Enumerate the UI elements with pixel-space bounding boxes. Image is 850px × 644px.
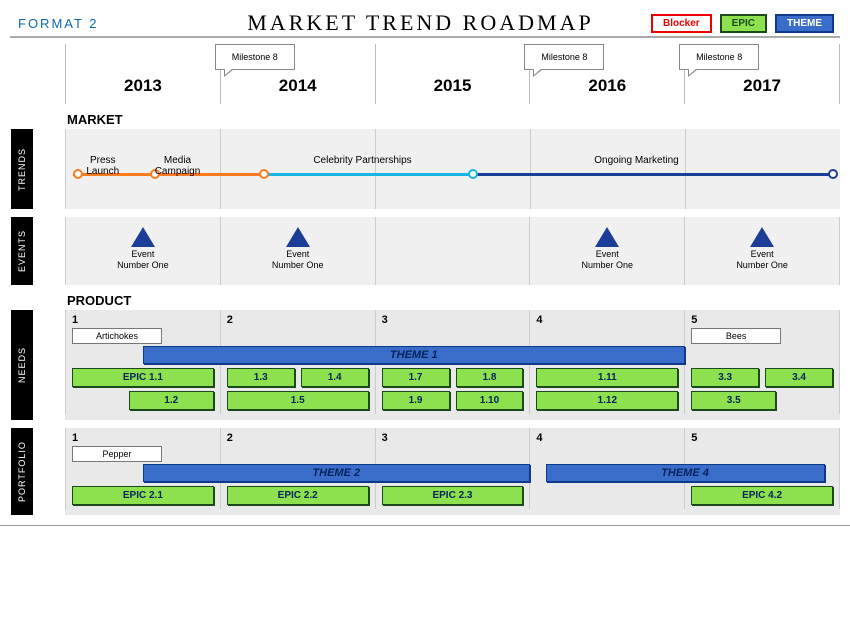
theme-bar: THEME 1	[143, 346, 686, 364]
epic: EPIC 2.1	[72, 486, 214, 505]
legend-theme: THEME	[775, 14, 834, 33]
epic: EPIC 1.1	[72, 368, 214, 387]
trend-label: Ongoing Marketing	[577, 155, 697, 166]
legend: Blocker EPIC THEME	[651, 14, 840, 33]
epic: 1.5	[227, 391, 369, 410]
epic: 1.4	[301, 368, 369, 387]
year-col: Milestone 82016	[529, 44, 684, 104]
events-row: EVENTS EventNumber One EventNumber One E…	[65, 217, 840, 285]
epic: 1.3	[227, 368, 295, 387]
event-marker-icon	[750, 227, 774, 247]
epic: 1.10	[456, 391, 524, 410]
side-events: EVENTS	[11, 217, 33, 285]
timeline-grid: 2013 Milestone 82014 2015 Milestone 8201…	[65, 44, 840, 515]
epic: 3.3	[691, 368, 759, 387]
header: FORMAT 2 MARKET TREND ROADMAP Blocker EP…	[10, 10, 840, 38]
epic: 1.11	[536, 368, 678, 387]
trend-dot	[259, 169, 269, 179]
event-label: EventNumber One	[691, 249, 833, 271]
page-title: MARKET TREND ROADMAP	[190, 10, 651, 36]
event-label: EventNumber One	[72, 249, 214, 271]
trends-cells: PressLaunch MediaCampaign Celebrity Part…	[65, 129, 840, 209]
legend-blocker: Blocker	[651, 14, 712, 33]
theme-bar: THEME 2	[143, 464, 531, 482]
year-col: 2013	[65, 44, 220, 104]
event-marker-icon	[286, 227, 310, 247]
epic: 1.12	[536, 391, 678, 410]
legend-epic: EPIC	[720, 14, 767, 33]
epic: 1.8	[456, 368, 524, 387]
needs-row: NEEDS THEME 1 1 Artichokes EPIC 1.1 1.2 …	[65, 310, 840, 420]
trend-label: Celebrity Partnerships	[298, 155, 428, 166]
epic: EPIC 4.2	[691, 486, 833, 505]
need-item: Bees	[691, 328, 781, 344]
year-header: 2013 Milestone 82014 2015 Milestone 8201…	[65, 44, 840, 104]
section-product: PRODUCT	[65, 289, 840, 310]
trend-label: MediaCampaign	[143, 155, 213, 177]
event-label: EventNumber One	[536, 249, 678, 271]
milestone-callout: Milestone 8	[524, 44, 604, 70]
event-label: EventNumber One	[227, 249, 369, 271]
theme-bar: THEME 4	[546, 464, 825, 482]
section-market: MARKET	[65, 108, 840, 129]
trend-label: PressLaunch	[73, 155, 133, 177]
side-portfolio: PORTFOLIO	[11, 428, 33, 515]
event-marker-icon	[595, 227, 619, 247]
epic: EPIC 2.2	[227, 486, 369, 505]
epic: 1.2	[129, 391, 214, 410]
format-label: FORMAT 2	[10, 16, 190, 31]
epic: 1.9	[382, 391, 450, 410]
epic: 1.7	[382, 368, 450, 387]
need-item: Artichokes	[72, 328, 162, 344]
epic: EPIC 2.3	[382, 486, 524, 505]
year-col: Milestone 82014	[220, 44, 375, 104]
epic: 3.5	[691, 391, 776, 410]
trend-dot	[468, 169, 478, 179]
milestone-callout: Milestone 8	[215, 44, 295, 70]
side-needs: NEEDS	[11, 310, 33, 420]
epic: 3.4	[765, 368, 833, 387]
year-col: Milestone 82017	[684, 44, 840, 104]
milestone-callout: Milestone 8	[679, 44, 759, 70]
event-marker-icon	[131, 227, 155, 247]
side-trends: TRENDS	[11, 129, 33, 209]
trends-row: TRENDS PressLaunch MediaCampaign Celebri…	[65, 129, 840, 209]
trend-dot	[828, 169, 838, 179]
trend-line: PressLaunch MediaCampaign Celebrity Part…	[65, 157, 840, 181]
portfolio-item: Pepper	[72, 446, 162, 462]
portfolio-row: PORTFOLIO THEME 2 THEME 4 1 Pepper EPIC …	[65, 428, 840, 515]
year-col: 2015	[375, 44, 530, 104]
roadmap-page: FORMAT 2 MARKET TREND ROADMAP Blocker EP…	[0, 0, 850, 526]
